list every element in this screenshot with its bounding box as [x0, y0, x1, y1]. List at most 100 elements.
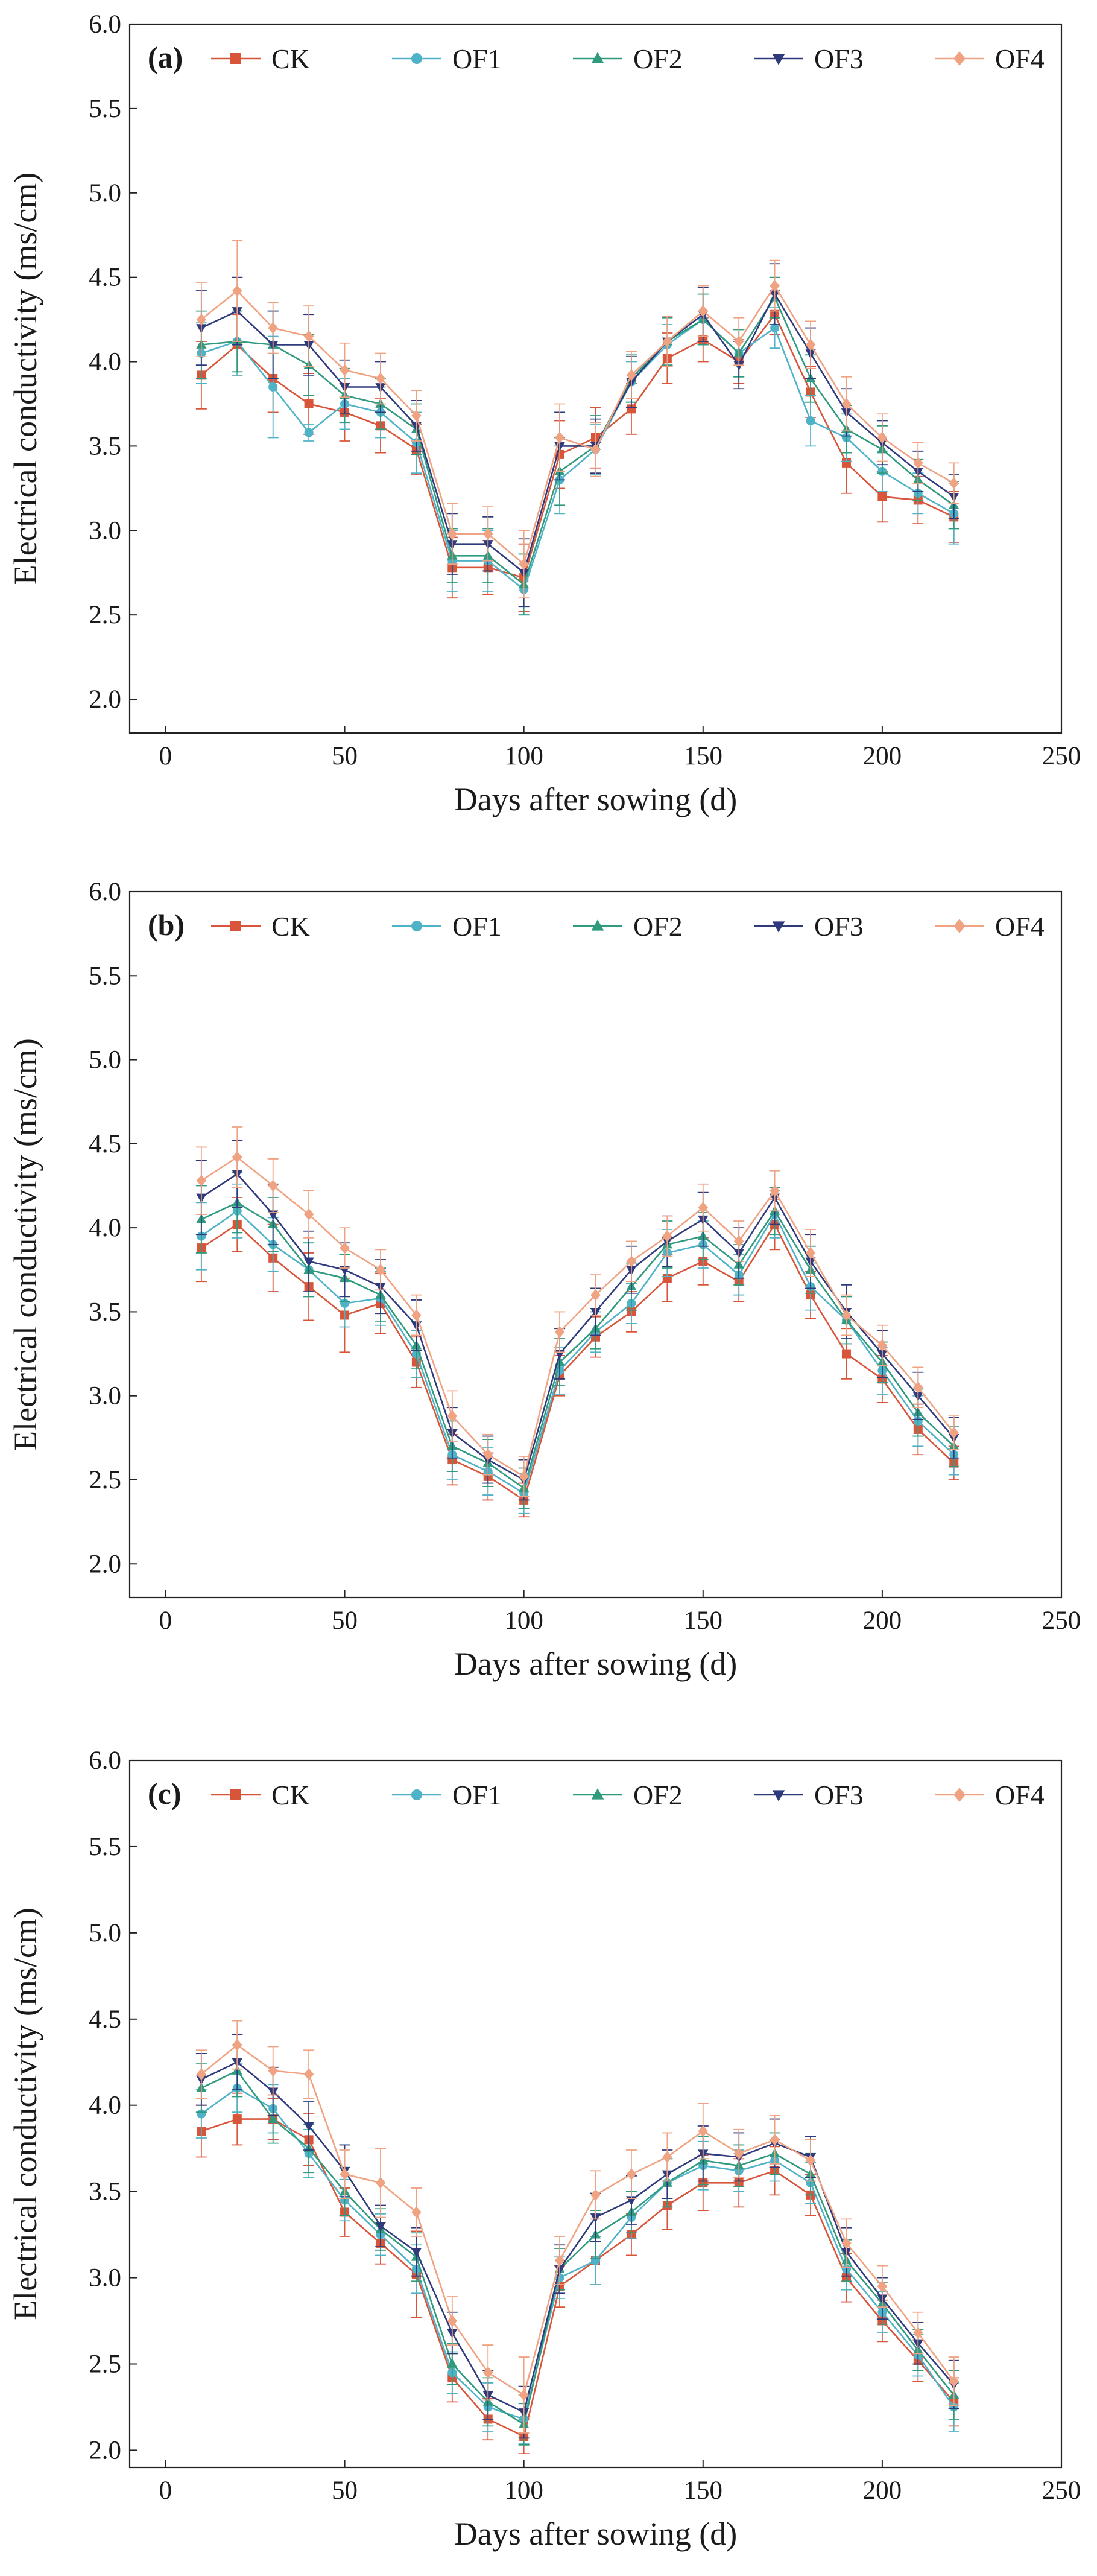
x-tick-label: 150 [684, 742, 723, 770]
y-tick-label: 6.0 [89, 1746, 121, 1775]
data-point [196, 313, 207, 326]
plot-frame [128, 890, 1063, 1599]
legend-marker [230, 921, 241, 931]
data-point [554, 1326, 565, 1338]
data-point [232, 2038, 242, 2051]
legend-marker [230, 53, 241, 64]
data-point [733, 2147, 744, 2160]
x-tick-label: 200 [863, 2476, 902, 2505]
data-point [232, 1151, 242, 1163]
x-tick-label: 50 [332, 1607, 358, 1635]
data-point [268, 382, 278, 392]
y-axis-title: Electrical conductivity (ms/cm) [7, 1908, 43, 2320]
data-point [554, 431, 565, 444]
data-point [662, 1274, 672, 1283]
data-point [770, 2134, 780, 2146]
legend-label: OF1 [452, 911, 502, 942]
x-tick-label: 250 [1042, 2476, 1081, 2505]
y-tick-label: 3.5 [89, 2178, 121, 2206]
data-point [268, 1179, 278, 1192]
y-tick-label: 3.0 [89, 1382, 121, 1410]
series-of4 [195, 240, 959, 599]
plot-frame [128, 1759, 1063, 2469]
data-point [733, 335, 744, 347]
y-tick-label: 5.0 [89, 179, 121, 208]
series-line [201, 1210, 955, 1494]
data-point [662, 2151, 672, 2163]
legend-marker [772, 921, 785, 933]
series-of3 [195, 2034, 959, 2439]
series-line [200, 2044, 955, 2396]
data-point [340, 1242, 350, 1254]
data-point [411, 410, 422, 422]
y-tick-label: 4.0 [89, 1214, 121, 1242]
legend-marker [591, 1788, 604, 1800]
data-point [303, 2068, 314, 2081]
data-point [733, 361, 744, 371]
y-tick-label: 5.5 [89, 95, 121, 123]
data-point [232, 285, 242, 297]
data-point [662, 335, 672, 347]
x-tick-label: 0 [159, 742, 172, 770]
data-point [340, 2168, 350, 2180]
data-point [519, 2389, 529, 2401]
data-point [626, 369, 637, 381]
chart-panel-2: 2.0 2.5 3.0 3.5 4.0 4.5 5.0 5.5 6.0 0 50 100 150 200 2… [7, 878, 1081, 1682]
y-tick-label: 3.5 [89, 1298, 121, 1326]
data-point [303, 1257, 314, 1267]
legend-marker [230, 1789, 241, 1800]
series-line [201, 319, 955, 591]
legend-label: OF3 [814, 43, 864, 74]
data-point [841, 1309, 852, 1321]
legend-marker [953, 1788, 966, 1802]
panel-label: (c) [148, 1777, 182, 1810]
series-line [201, 1173, 955, 1481]
y-tick-label: 6.0 [89, 878, 121, 906]
data-point [590, 2189, 601, 2201]
data-point [303, 2122, 314, 2132]
y-tick-label: 5.0 [89, 1919, 121, 1947]
data-point [805, 2154, 816, 2166]
data-point [447, 2315, 458, 2327]
y-axis-title: Electrical conductivity (ms/cm) [7, 1038, 43, 1451]
data-point [196, 1175, 207, 1187]
legend-marker [772, 54, 785, 65]
legend-marker [772, 1790, 785, 1801]
x-tick-label: 50 [332, 2476, 358, 2505]
data-point [770, 279, 780, 292]
legend-label: CK [271, 1780, 310, 1810]
data-point [627, 404, 636, 414]
legend: CK OF1 OF2 OF3 OF4 [211, 1780, 1045, 1810]
data-point [841, 458, 851, 468]
data-point [949, 477, 959, 489]
data-point [805, 338, 816, 351]
y-tick-label: 2.5 [89, 1466, 121, 1494]
y-tick-label: 4.0 [89, 348, 121, 376]
y-tick-label: 5.5 [89, 962, 121, 990]
data-point [482, 2367, 493, 2379]
x-tick-label: 250 [1042, 742, 1081, 770]
plot-frame [128, 23, 1063, 734]
legend-label: OF2 [633, 1780, 683, 1810]
legend-label: OF1 [452, 1780, 502, 1810]
data-point [519, 1470, 529, 1483]
panel-label: (a) [148, 40, 183, 74]
y-tick-label: 4.5 [89, 2005, 121, 2034]
legend-label: OF2 [633, 43, 683, 74]
data-point [268, 322, 278, 334]
data-point [877, 492, 887, 501]
x-axis-title: Days after sowing (d) [454, 781, 737, 817]
data-point [590, 443, 601, 455]
x-tick-label: 0 [159, 2476, 172, 2505]
legend-marker [411, 53, 422, 64]
x-tick-label: 150 [684, 2476, 723, 2505]
data-point [913, 457, 923, 469]
y-tick-label: 5.5 [89, 1833, 121, 1861]
data-point [196, 2068, 207, 2081]
chart-panel-1: 2.0 2.5 3.0 3.5 4.0 4.5 5.0 5.5 6.0 0 50 100 150 200 2… [7, 10, 1081, 817]
data-point [303, 1208, 314, 1220]
data-point [340, 1299, 350, 1308]
x-tick-label: 200 [863, 742, 902, 770]
series-line [201, 1223, 955, 1501]
x-tick-label: 0 [159, 1607, 172, 1635]
